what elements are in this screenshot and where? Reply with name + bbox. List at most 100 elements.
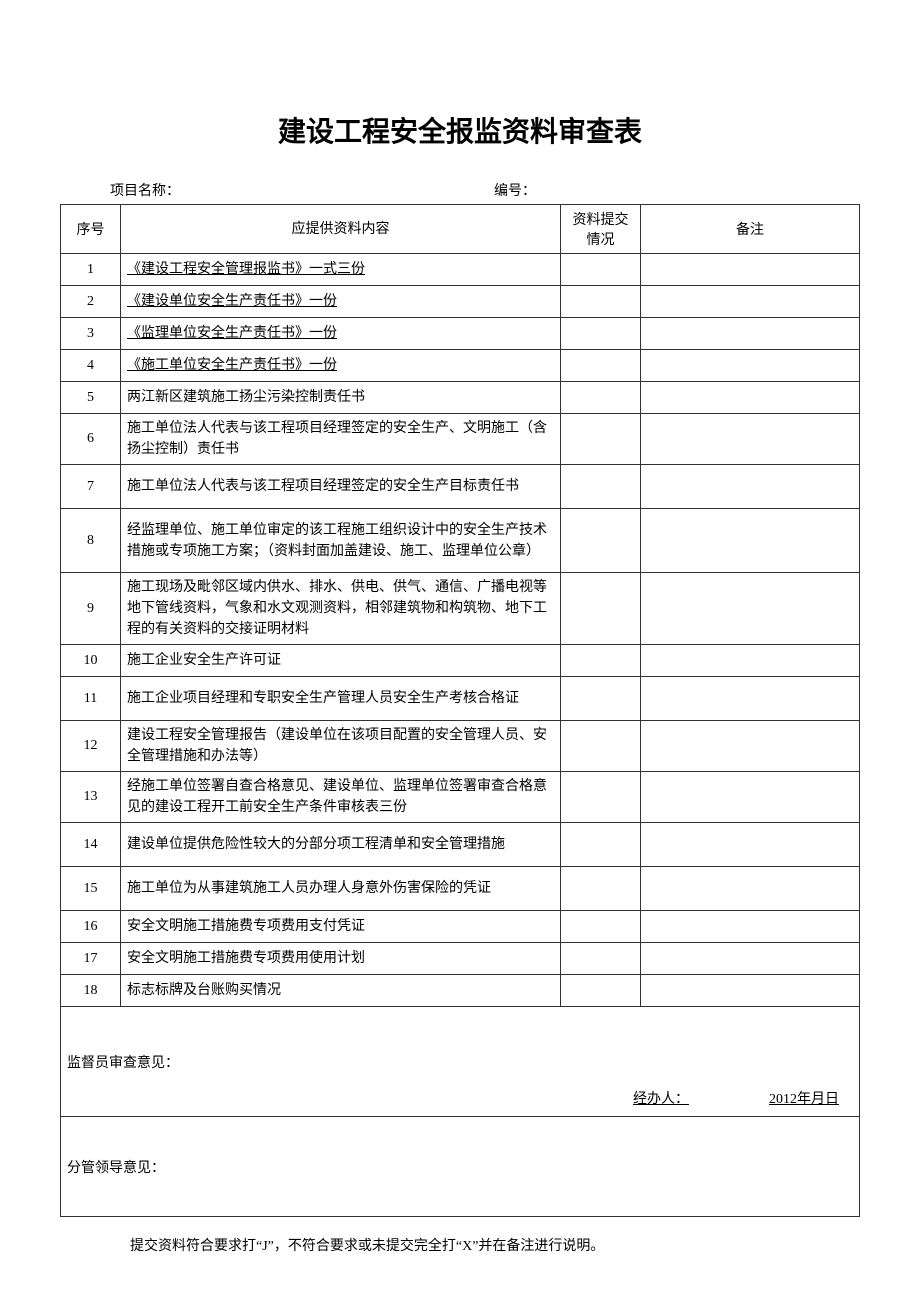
cell-content: 建设单位提供危险性较大的分部分项工程清单和安全管理措施	[121, 823, 561, 867]
cell-remark	[641, 911, 860, 943]
cell-seq: 5	[61, 382, 121, 414]
supervisor-opinion-label: 监督员审查意见：	[67, 1052, 853, 1072]
cell-content: 《监理单位安全生产责任书》一份	[121, 318, 561, 350]
cell-remark	[641, 677, 860, 721]
table-row: 13经施工单位签署自查合格意见、建设单位、监理单位签署审查合格意见的建设工程开工…	[61, 772, 860, 823]
cell-seq: 9	[61, 573, 121, 645]
cell-content: 《建设单位安全生产责任书》一份	[121, 286, 561, 318]
table-row: 16安全文明施工措施费专项费用支付凭证	[61, 911, 860, 943]
cell-submit	[561, 318, 641, 350]
cell-submit	[561, 645, 641, 677]
cell-seq: 16	[61, 911, 121, 943]
table-row: 14建设单位提供危险性较大的分部分项工程清单和安全管理措施	[61, 823, 860, 867]
cell-submit	[561, 975, 641, 1007]
cell-submit	[561, 823, 641, 867]
cell-submit	[561, 943, 641, 975]
supervisor-opinion-footer: 经办人： 2012年月日	[633, 1088, 839, 1108]
cell-remark	[641, 975, 860, 1007]
cell-content: 施工单位法人代表与该工程项目经理签定的安全生产、文明施工（含扬尘控制）责任书	[121, 414, 561, 465]
cell-content: 施工单位法人代表与该工程项目经理签定的安全生产目标责任书	[121, 465, 561, 509]
cell-submit	[561, 911, 641, 943]
table-row: 9施工现场及毗邻区域内供水、排水、供电、供气、通信、广播电视等地下管线资料，气象…	[61, 573, 860, 645]
table-header-row: 序号 应提供资料内容 资料提交情况 备注	[61, 205, 860, 254]
cell-remark	[641, 286, 860, 318]
cell-seq: 10	[61, 645, 121, 677]
cell-remark	[641, 823, 860, 867]
cell-content: 安全文明施工措施费专项费用使用计划	[121, 943, 561, 975]
cell-seq: 2	[61, 286, 121, 318]
handler-label: 经办人：	[633, 1088, 689, 1108]
cell-seq: 12	[61, 721, 121, 772]
cell-seq: 11	[61, 677, 121, 721]
meta-number-label: 编号：	[494, 180, 536, 200]
leader-opinion-cell: 分管领导意见：	[61, 1117, 860, 1217]
meta-project-label: 项目名称：	[110, 180, 180, 200]
table-row: 7施工单位法人代表与该工程项目经理签定的安全生产目标责任书	[61, 465, 860, 509]
cell-remark	[641, 645, 860, 677]
header-seq: 序号	[61, 205, 121, 254]
cell-remark	[641, 772, 860, 823]
cell-submit	[561, 509, 641, 573]
footnote: 提交资料符合要求打“J”，不符合要求或未提交完全打“X”并在备注进行说明。	[60, 1235, 860, 1255]
cell-submit	[561, 867, 641, 911]
table-row: 17安全文明施工措施费专项费用使用计划	[61, 943, 860, 975]
cell-content: 施工企业安全生产许可证	[121, 645, 561, 677]
cell-remark	[641, 943, 860, 975]
cell-remark	[641, 350, 860, 382]
cell-submit	[561, 677, 641, 721]
cell-seq: 4	[61, 350, 121, 382]
meta-row: 项目名称： 编号：	[60, 180, 860, 200]
cell-remark	[641, 254, 860, 286]
review-table: 序号 应提供资料内容 资料提交情况 备注 1《建设工程安全管理报监书》一式三份2…	[60, 204, 860, 1217]
cell-seq: 13	[61, 772, 121, 823]
cell-submit	[561, 772, 641, 823]
header-submit: 资料提交情况	[561, 205, 641, 254]
cell-submit	[561, 382, 641, 414]
cell-remark	[641, 721, 860, 772]
cell-submit	[561, 254, 641, 286]
cell-content: 经施工单位签署自查合格意见、建设单位、监理单位签署审查合格意见的建设工程开工前安…	[121, 772, 561, 823]
cell-remark	[641, 318, 860, 350]
cell-content: 《施工单位安全生产责任书》一份	[121, 350, 561, 382]
table-row: 11施工企业项目经理和专职安全生产管理人员安全生产考核合格证	[61, 677, 860, 721]
table-row: 12建设工程安全管理报告（建设单位在该项目配置的安全管理人员、安全管理措施和办法…	[61, 721, 860, 772]
cell-remark	[641, 382, 860, 414]
cell-remark	[641, 414, 860, 465]
cell-seq: 18	[61, 975, 121, 1007]
cell-remark	[641, 509, 860, 573]
table-row: 5两江新区建筑施工扬尘污染控制责任书	[61, 382, 860, 414]
table-row: 10施工企业安全生产许可证	[61, 645, 860, 677]
page-title: 建设工程安全报监资料审查表	[60, 110, 860, 150]
cell-content: 两江新区建筑施工扬尘污染控制责任书	[121, 382, 561, 414]
table-row: 18标志标牌及台账购买情况	[61, 975, 860, 1007]
supervisor-opinion-cell: 监督员审查意见： 经办人： 2012年月日	[61, 1007, 860, 1117]
cell-seq: 7	[61, 465, 121, 509]
leader-opinion-row: 分管领导意见：	[61, 1117, 860, 1217]
cell-remark	[641, 465, 860, 509]
cell-content: 建设工程安全管理报告（建设单位在该项目配置的安全管理人员、安全管理措施和办法等）	[121, 721, 561, 772]
cell-seq: 3	[61, 318, 121, 350]
cell-submit	[561, 350, 641, 382]
cell-content: 施工现场及毗邻区域内供水、排水、供电、供气、通信、广播电视等地下管线资料，气象和…	[121, 573, 561, 645]
cell-content: 施工企业项目经理和专职安全生产管理人员安全生产考核合格证	[121, 677, 561, 721]
cell-content: 施工单位为从事建筑施工人员办理人身意外伤害保险的凭证	[121, 867, 561, 911]
cell-seq: 15	[61, 867, 121, 911]
cell-seq: 6	[61, 414, 121, 465]
cell-submit	[561, 721, 641, 772]
cell-submit	[561, 414, 641, 465]
cell-content: 安全文明施工措施费专项费用支付凭证	[121, 911, 561, 943]
table-row: 1《建设工程安全管理报监书》一式三份	[61, 254, 860, 286]
table-row: 15施工单位为从事建筑施工人员办理人身意外伤害保险的凭证	[61, 867, 860, 911]
table-row: 2《建设单位安全生产责任书》一份	[61, 286, 860, 318]
cell-seq: 14	[61, 823, 121, 867]
table-row: 4《施工单位安全生产责任书》一份	[61, 350, 860, 382]
header-remark: 备注	[641, 205, 860, 254]
table-row: 6施工单位法人代表与该工程项目经理签定的安全生产、文明施工（含扬尘控制）责任书	[61, 414, 860, 465]
cell-seq: 17	[61, 943, 121, 975]
cell-content: 《建设工程安全管理报监书》一式三份	[121, 254, 561, 286]
cell-content: 标志标牌及台账购买情况	[121, 975, 561, 1007]
cell-submit	[561, 465, 641, 509]
cell-submit	[561, 286, 641, 318]
table-row: 3《监理单位安全生产责任书》一份	[61, 318, 860, 350]
table-row: 8经监理单位、施工单位审定的该工程施工组织设计中的安全生产技术措施或专项施工方案…	[61, 509, 860, 573]
